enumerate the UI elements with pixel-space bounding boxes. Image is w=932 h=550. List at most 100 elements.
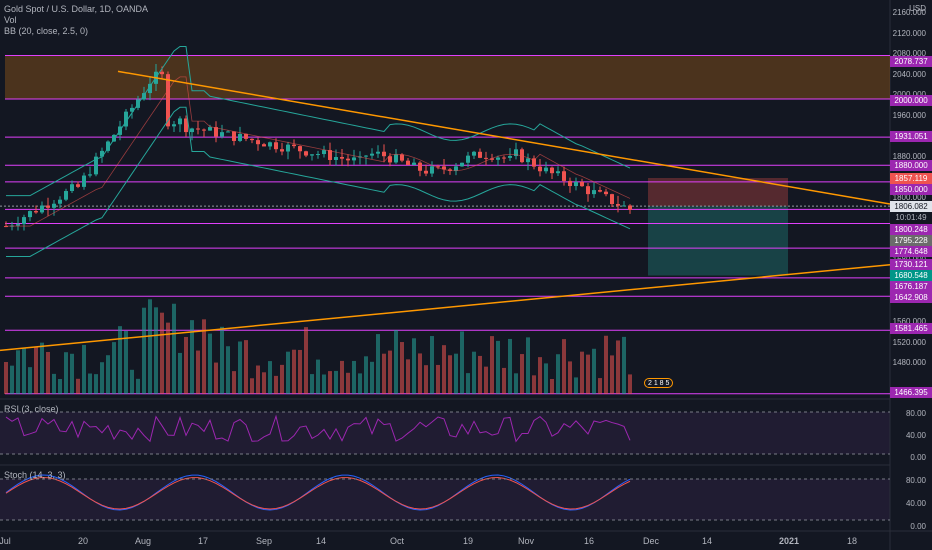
price-level-badge: 1466.395 [890, 387, 932, 398]
volume-bar [148, 299, 152, 394]
volume-bar [478, 355, 482, 394]
candle-body [112, 134, 116, 142]
stoch-pane-label[interactable]: Stoch (14, 3, 3) [4, 470, 66, 480]
price-level-badge: 1850.000 [890, 184, 932, 195]
price-tick: 1800.000 [892, 193, 926, 203]
candle-body [544, 167, 548, 172]
volume-bar [106, 355, 110, 394]
candle-body [238, 133, 242, 141]
bollinger-upper [6, 46, 631, 197]
volume-bar [196, 350, 200, 394]
price-tick: 1480.000 [892, 358, 926, 368]
candle-body [124, 111, 128, 127]
volume-bar [16, 350, 20, 394]
volume-bar [322, 374, 326, 394]
volume-bar [256, 365, 260, 394]
volume-bar [202, 319, 206, 394]
candle-body [442, 166, 446, 170]
candle-body [70, 184, 74, 192]
rsi-tick: 40.00 [905, 431, 926, 440]
rsi-pane-label[interactable]: RSI (3, close) [4, 404, 59, 414]
volume-bar [514, 373, 518, 394]
volume-bar [550, 378, 554, 394]
candle-body [328, 150, 332, 160]
volume-bar [238, 341, 242, 394]
candle-body [304, 151, 308, 156]
descending-trendline [117, 70, 891, 205]
volume-bar [418, 353, 422, 394]
candle-body [448, 169, 452, 171]
candle-body [226, 131, 230, 133]
candle-body [16, 224, 20, 226]
volume-bar [292, 349, 296, 394]
volume-bar [556, 354, 560, 394]
volume-bar [286, 351, 290, 394]
volume-bar [484, 366, 488, 394]
price-level-badge: 1581.465 [890, 323, 932, 334]
candle-body [244, 133, 248, 139]
candle-body [196, 128, 200, 130]
time-tick: 14 [701, 536, 713, 546]
price-tick: 1520.000 [892, 337, 926, 347]
price-level-badge: 1774.648 [890, 246, 932, 257]
rsi-tick: 80.00 [905, 409, 926, 418]
volume-indicator-label[interactable]: Vol [4, 15, 17, 25]
volume-bar [34, 346, 38, 394]
candle-body [346, 158, 350, 161]
price-level-badge: 2000.000 [890, 95, 932, 106]
candle-body [478, 151, 482, 158]
volume-bar [100, 362, 104, 394]
candle-body [604, 191, 608, 195]
bollinger-bands-label[interactable]: BB (20, close, 2.5, 0) [4, 26, 89, 36]
candle-body [574, 181, 578, 187]
volume-bar [442, 345, 446, 394]
ascending-trendline [0, 263, 891, 352]
price-tick: 1880.000 [892, 152, 926, 162]
stoch-band [0, 479, 890, 520]
candle-body [388, 156, 392, 163]
currency-label[interactable]: USD [909, 4, 926, 13]
stoch-tick: 80.00 [905, 476, 926, 485]
candle-body [268, 142, 272, 147]
volume-bar [70, 353, 74, 394]
volume-bar [364, 356, 368, 394]
volume-bar [430, 336, 434, 394]
candle-body [262, 144, 266, 147]
price-level-badge: 1857.119 [890, 173, 932, 184]
candle-body [436, 166, 440, 168]
bar-countdown: 10:01:49 [890, 212, 932, 223]
volume-bar [124, 330, 128, 394]
volume-bar [172, 303, 176, 394]
chart-legend: Gold Spot / U.S. Dollar, 1D, OANDA Vol B… [4, 4, 148, 37]
candle-body [364, 155, 368, 157]
volume-bar [406, 359, 410, 394]
candle-body [592, 190, 596, 195]
volume-bar [340, 360, 344, 394]
time-tick: 17 [197, 536, 209, 546]
candle-body [496, 157, 500, 160]
candle-body [28, 211, 32, 218]
candle-body [466, 155, 470, 163]
candle-body [232, 131, 236, 141]
candle-body [376, 151, 380, 154]
candle-body [142, 93, 146, 100]
candle-body [58, 199, 62, 204]
time-tick: 18 [846, 536, 858, 546]
volume-bar [40, 342, 44, 394]
volume-bar [154, 307, 158, 394]
volume-bar [184, 336, 188, 394]
volume-value-badge: 2 1 8 5 [644, 378, 674, 388]
candle-body [184, 118, 188, 133]
symbol-title[interactable]: Gold Spot / U.S. Dollar, 1D, OANDA [4, 4, 149, 14]
candle-body [610, 194, 614, 205]
volume-bar [352, 360, 356, 394]
volume-bar [88, 373, 92, 394]
volume-bar [622, 336, 626, 394]
volume-bar [472, 351, 476, 394]
volume-bar [604, 335, 608, 394]
volume-bar [64, 352, 68, 394]
candle-body [148, 83, 152, 94]
candle-body [160, 71, 164, 75]
candle-body [4, 226, 8, 228]
